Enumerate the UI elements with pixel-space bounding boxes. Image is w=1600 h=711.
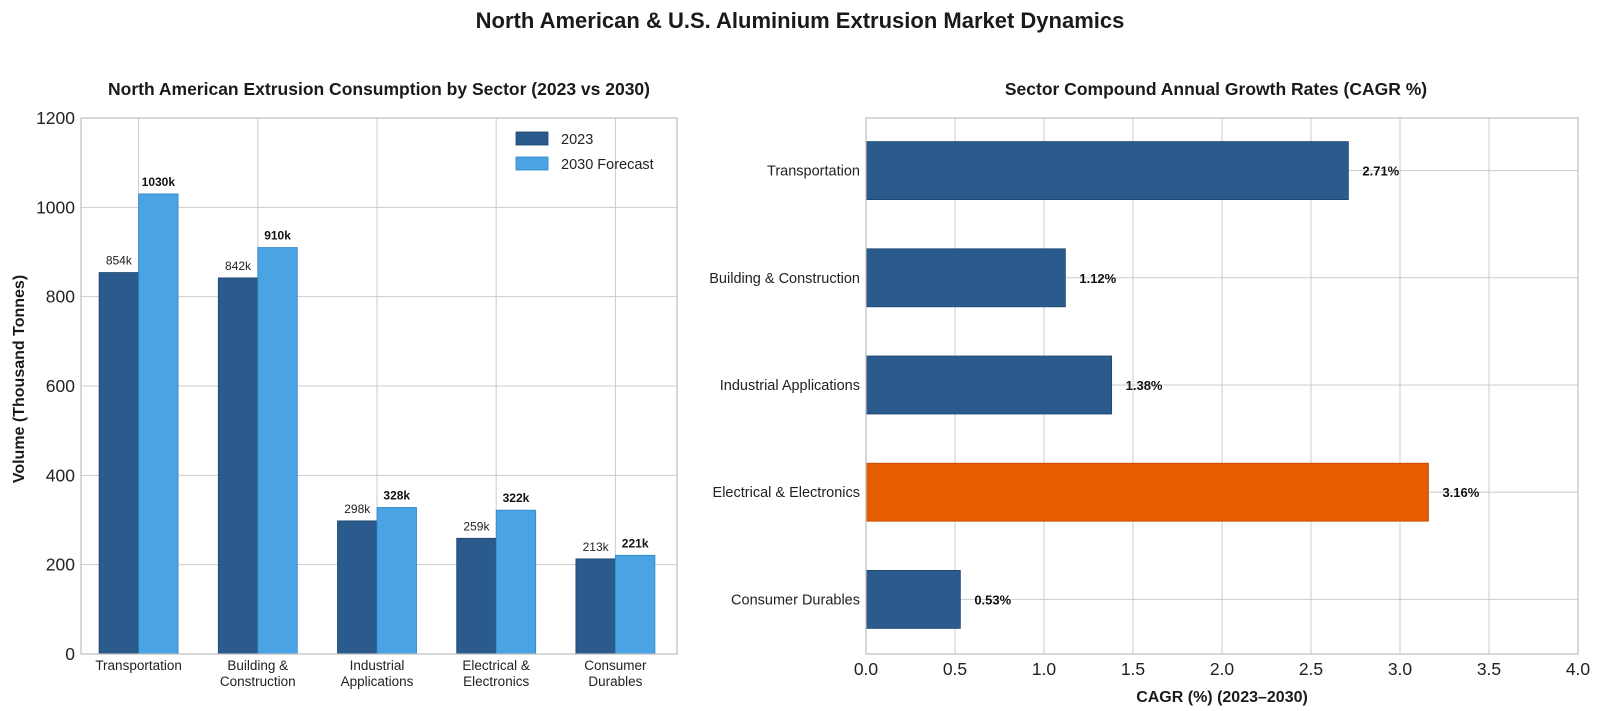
left-x-tick-label: Industrial (350, 658, 405, 673)
sector-cagr-chart: Sector Compound Annual Growth Rates (CAG… (709, 79, 1590, 706)
left-data-labels: 854k 842k 298k 259k 213k 1030k 910k 328k 322k 221… (106, 175, 649, 554)
data-label-2023-4: 213k (583, 540, 610, 554)
data-label-2030-0: 1030k (142, 175, 176, 189)
left-y-tick-labels: 0 200 400 600 800 1000 1200 (36, 108, 75, 664)
bar-2023-4 (575, 558, 616, 655)
bar-2030-2 (376, 507, 417, 655)
left-chart-title: North American Extrusion Consumption by … (108, 79, 650, 99)
right-x-axis-label: CAGR (%) (2023–2030) (1136, 689, 1308, 706)
figure-title: North American & U.S. Aluminium Extrusio… (476, 8, 1125, 33)
cagr-bar-2 (865, 355, 1113, 415)
right-category-label: Consumer Durables (731, 592, 860, 608)
legend-swatch-2023 (515, 131, 549, 146)
bar-2030-3 (495, 509, 537, 655)
left-x-tick-label: Consumer (584, 658, 647, 673)
legend-label-2023: 2023 (561, 132, 593, 148)
bar-2030-1 (257, 247, 298, 655)
right-category-label: Industrial Applications (720, 378, 860, 394)
right-x-tick-label: 2.5 (1299, 659, 1323, 679)
right-x-tick-label: 0.5 (943, 659, 967, 679)
left-x-tick-label: Electrical & (462, 658, 530, 673)
left-x-tick-label: Durables (588, 674, 642, 689)
left-x-tick-labels: Transportation Building &Construction Indu… (95, 658, 647, 689)
cagr-bar-4 (865, 570, 961, 629)
cagr-bar-0 (865, 141, 1349, 201)
cagr-data-label-2: 1.38% (1126, 378, 1163, 393)
left-x-tick-label: Construction (220, 674, 296, 689)
left-y-tick-label: 0 (65, 644, 75, 664)
data-label-2030-3: 322k (503, 491, 530, 505)
left-y-tick-label: 400 (46, 465, 75, 485)
left-y-tick-label: 800 (46, 287, 75, 307)
right-x-tick-label: 1.0 (1032, 659, 1057, 679)
left-y-tick-label: 1200 (36, 108, 75, 128)
left-plot-frame (80, 117, 678, 655)
right-x-tick-label: 3.5 (1477, 659, 1501, 679)
data-label-2030-1: 910k (264, 229, 291, 243)
data-label-2023-1: 842k (225, 259, 252, 273)
legend-swatch-2030 (515, 156, 549, 171)
left-x-tick-label: Applications (341, 674, 414, 689)
bar-2030-0 (138, 193, 179, 655)
data-label-2023-2: 298k (344, 502, 371, 516)
left-y-tick-label: 200 (46, 555, 75, 575)
data-label-2030-2: 328k (383, 488, 410, 502)
right-x-tick-label: 3.0 (1388, 659, 1413, 679)
data-label-2023-3: 259k (463, 519, 490, 533)
left-x-tick-label: Building & (227, 658, 288, 673)
left-y-tick-label: 1000 (36, 197, 75, 217)
right-category-labels: Transportation Building & Construction Ind… (709, 164, 860, 609)
right-x-tick-label: 0.0 (854, 659, 879, 679)
cagr-bar-3 (865, 462, 1429, 522)
right-x-tick-label: 2.0 (1210, 659, 1235, 679)
bar-2023-0 (98, 272, 139, 655)
right-plot-frame (865, 117, 1579, 655)
cagr-data-label-0: 2.71% (1362, 164, 1399, 179)
right-category-label: Transportation (767, 164, 860, 180)
cagr-bar-1 (865, 248, 1066, 308)
left-bars (98, 193, 656, 655)
right-category-label: Building & Construction (709, 271, 860, 287)
left-legend: 2023 2030 Forecast (515, 131, 654, 173)
cagr-data-label-1: 1.12% (1079, 271, 1116, 286)
right-data-labels: 2.71% 1.12% 1.38% 3.16% 0.53% (974, 164, 1479, 608)
left-x-tick-label: Electronics (463, 674, 529, 689)
cagr-data-label-3: 3.16% (1442, 485, 1479, 500)
data-label-2023-0: 854k (106, 254, 133, 268)
right-chart-title: Sector Compound Annual Growth Rates (CAG… (1005, 79, 1427, 99)
bar-2030-4 (615, 554, 656, 655)
consumption-by-sector-chart: North American Extrusion Consumption by … (11, 79, 678, 689)
right-bars (865, 141, 1429, 629)
bar-2023-2 (337, 520, 378, 655)
left-x-tick-label: Transportation (95, 658, 182, 673)
legend-label-2030: 2030 Forecast (561, 157, 654, 173)
right-x-tick-labels: 0.0 0.5 1.0 1.5 2.0 2.5 3.0 3.5 4.0 (854, 659, 1591, 679)
cagr-data-label-4: 0.53% (974, 592, 1011, 607)
left-y-tick-label: 600 (46, 376, 75, 396)
left-y-axis-label: Volume (Thousand Tonnes) (11, 275, 28, 483)
bar-2023-3 (456, 537, 497, 655)
bar-2023-1 (217, 277, 259, 655)
right-x-tick-label: 1.5 (1121, 659, 1145, 679)
data-label-2030-4: 221k (622, 536, 649, 550)
right-category-label: Electrical & Electronics (713, 485, 860, 501)
right-x-tick-label: 4.0 (1566, 659, 1591, 679)
